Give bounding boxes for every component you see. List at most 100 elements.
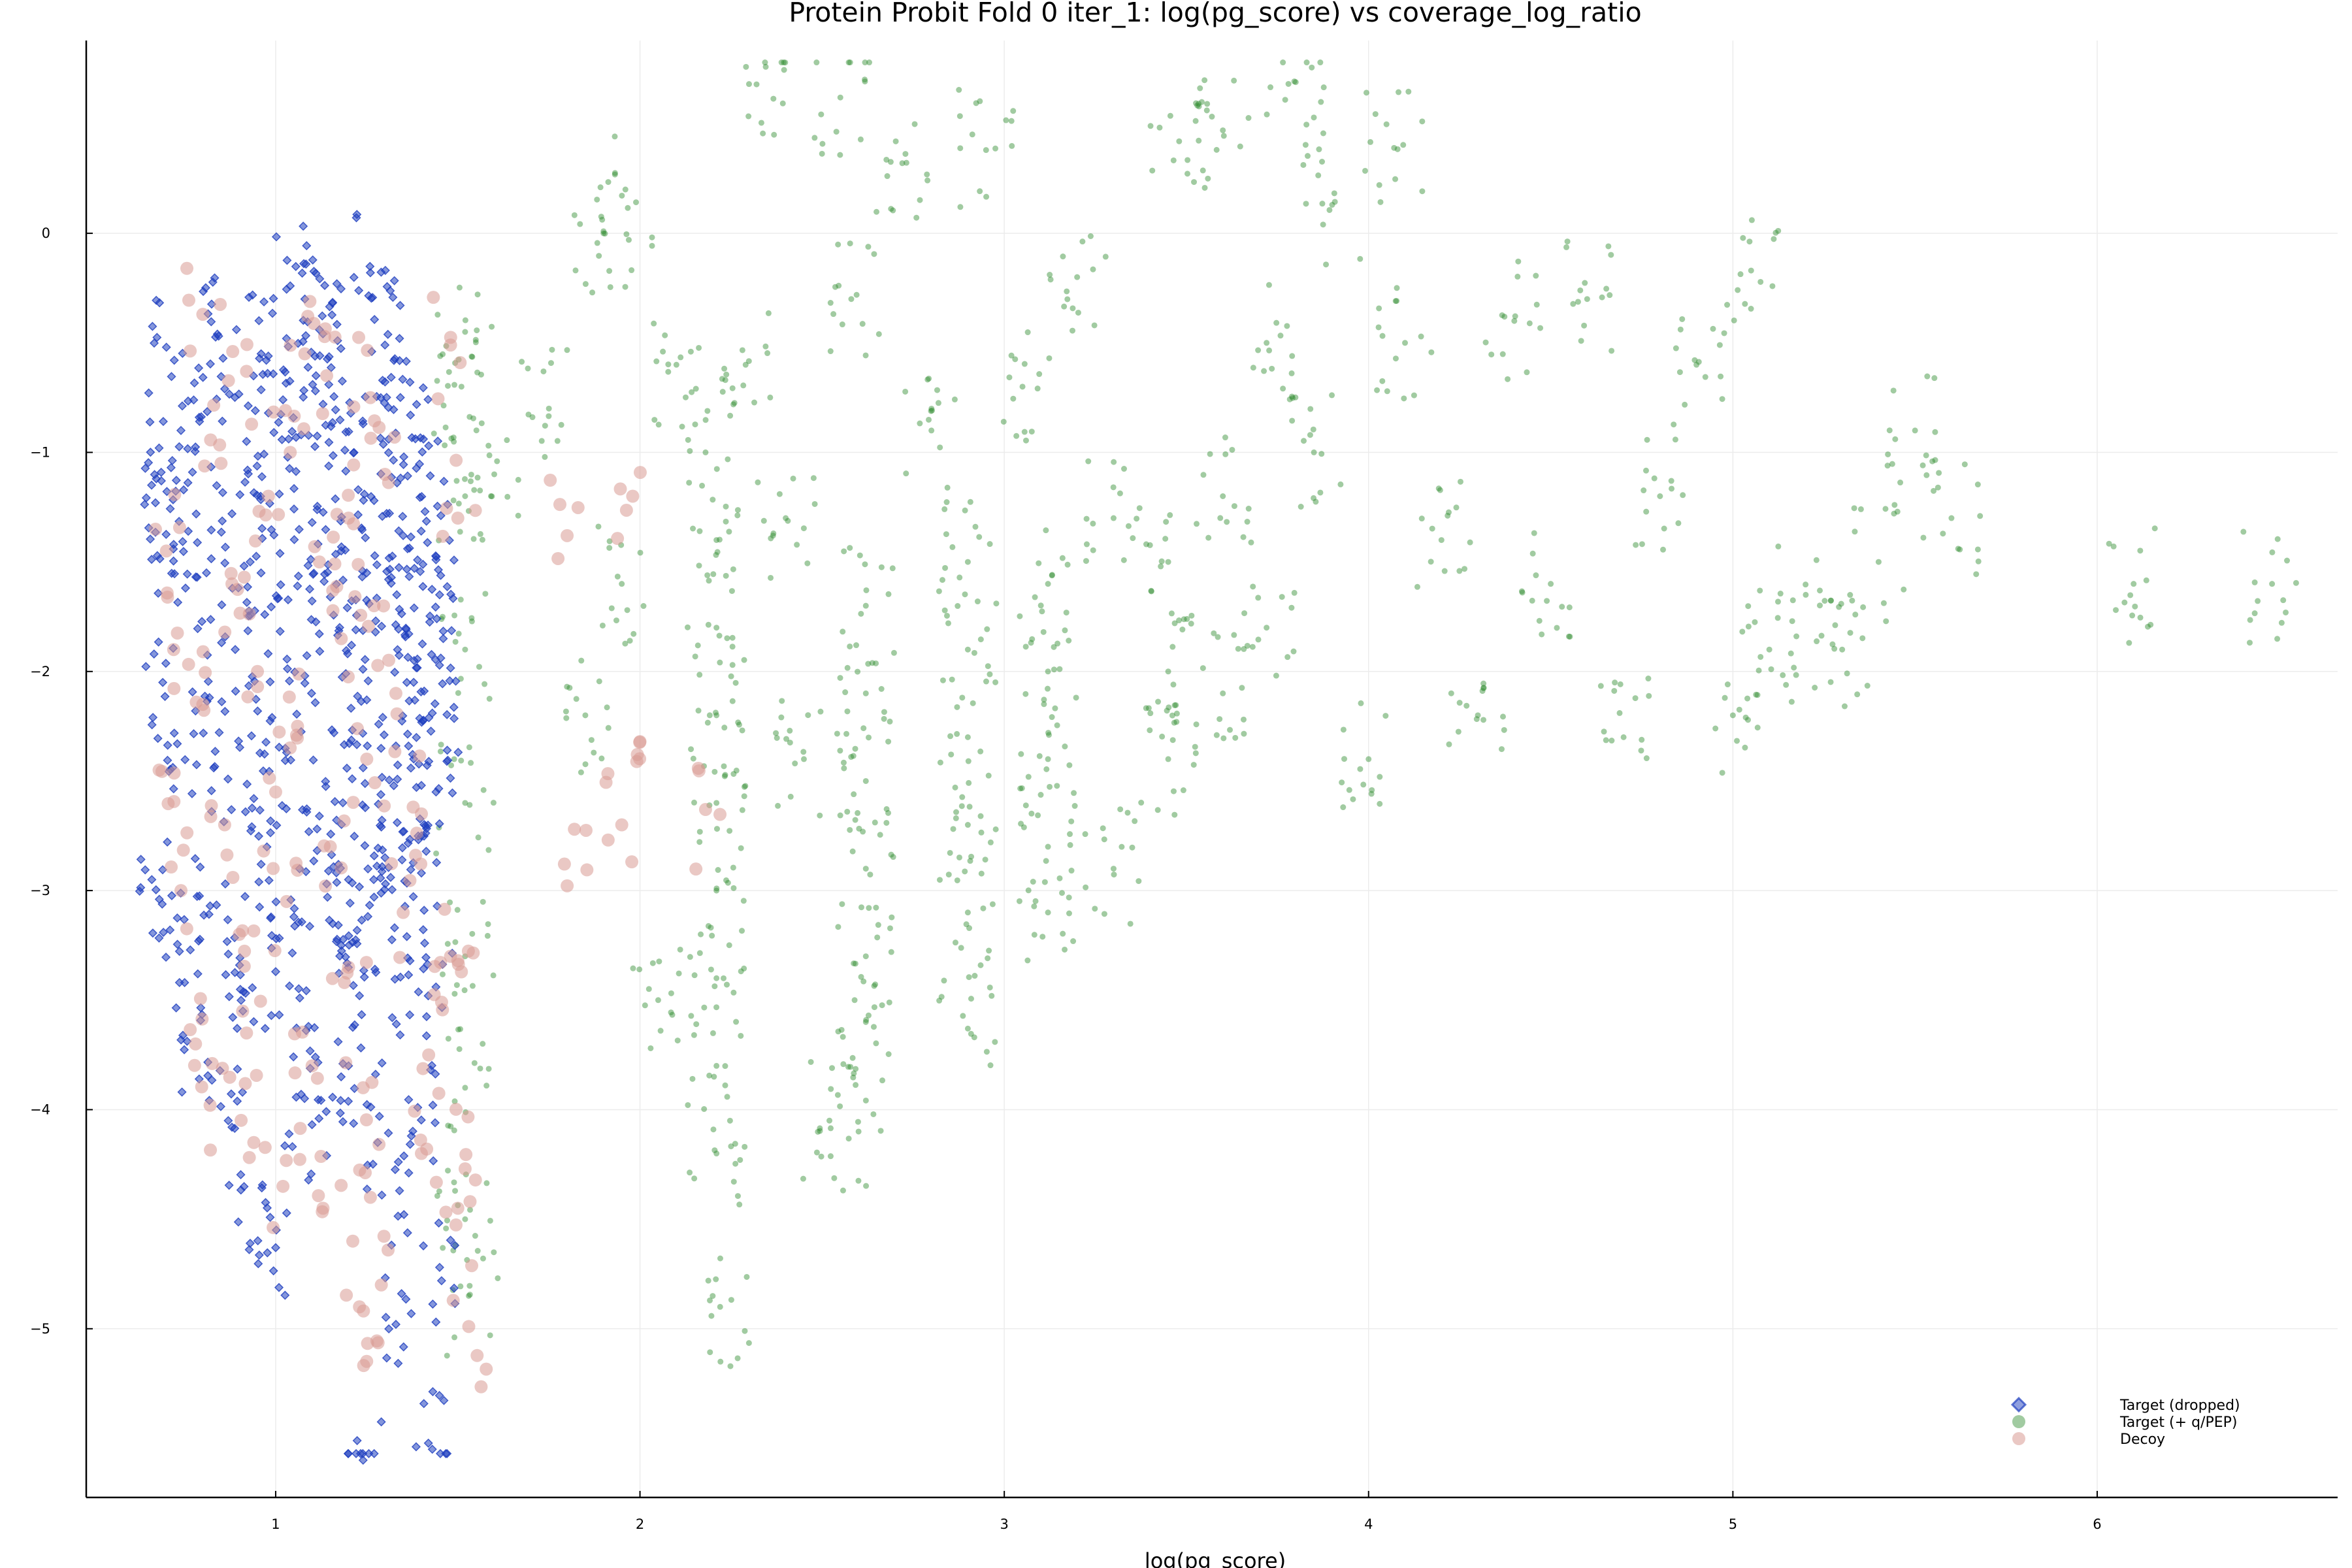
scatter-point-cloud — [236, 996, 246, 1005]
scatter-point-cloud — [580, 863, 594, 877]
scatter-point — [242, 436, 252, 446]
scatter-point-cloud — [1239, 685, 1245, 691]
scatter-point-cloud — [248, 534, 262, 548]
x-tick-label: 6 — [2093, 1516, 2101, 1532]
scatter-point-cloud — [417, 447, 427, 457]
scatter-point-cloud — [1771, 236, 1777, 242]
scatter-point-cloud — [1117, 490, 1123, 497]
scatter-point-cloud — [870, 1024, 877, 1030]
scatter-point-cloud — [256, 568, 266, 578]
scatter-point-cloud — [787, 727, 793, 734]
scatter-point-cloud — [608, 605, 615, 612]
scatter-point-cloud — [265, 1213, 275, 1222]
scatter-point-cloud — [327, 310, 337, 320]
scatter-point-cloud — [1244, 642, 1250, 649]
scatter-point-cloud — [866, 734, 872, 741]
scatter-point-cloud — [1563, 244, 1570, 250]
scatter-point-cloud — [206, 554, 216, 564]
data-points — [135, 59, 2299, 1465]
scatter-point — [296, 1089, 306, 1100]
scatter-point-cloud — [751, 399, 758, 406]
scatter-point-cloud — [449, 1283, 459, 1293]
scatter-point-cloud — [836, 282, 842, 289]
scatter-point-cloud — [1196, 101, 1202, 107]
scatter-point-cloud — [1847, 630, 1854, 636]
scatter-point-cloud — [862, 76, 868, 83]
scatter-point-cloud — [974, 598, 981, 605]
scatter-point-cloud — [184, 1023, 197, 1037]
scatter-point-cloud — [691, 1032, 697, 1038]
scatter-point-cloud — [348, 938, 357, 947]
scatter-point-cloud — [1566, 604, 1573, 611]
scatter-point-cloud — [1518, 588, 1525, 595]
scatter-point-cloud — [146, 448, 155, 457]
scatter-point-cloud — [701, 1106, 708, 1113]
scatter-point-cloud — [903, 159, 909, 166]
scatter-point-cloud — [1514, 273, 1521, 280]
scatter-point-cloud — [336, 284, 346, 294]
scatter-point-cloud — [1456, 700, 1463, 706]
scatter-point-cloud — [252, 504, 266, 518]
scatter-point-cloud — [163, 740, 172, 750]
scatter-point-cloud — [866, 59, 872, 66]
scatter-point-cloud — [331, 937, 342, 947]
scatter-point-cloud — [294, 984, 304, 994]
scatter-point — [1074, 274, 1081, 280]
scatter-point — [245, 1238, 255, 1249]
scatter-point-cloud — [1892, 436, 1899, 442]
scatter-point-cloud — [1110, 484, 1117, 491]
scatter-point-cloud — [151, 885, 161, 895]
scatter-point-cloud — [971, 1034, 977, 1041]
scatter-point-cloud — [710, 1126, 717, 1133]
scatter-point-cloud — [406, 864, 416, 875]
scatter-point — [150, 498, 161, 508]
scatter-point-cloud — [282, 804, 291, 814]
scatter-point-cloud — [233, 1096, 242, 1106]
scatter-point-cloud — [855, 1119, 861, 1125]
scatter-point-cloud — [1288, 393, 1295, 400]
scatter-point — [1220, 493, 1226, 500]
scatter-point-cloud — [390, 974, 400, 984]
scatter-point-cloud — [418, 559, 428, 569]
scatter-point-cloud — [599, 622, 606, 629]
scatter-point-cloud — [813, 59, 820, 66]
scatter-point-cloud — [309, 856, 319, 866]
scatter-point — [414, 1147, 428, 1160]
scatter-point-cloud — [468, 1173, 482, 1187]
scatter-point — [416, 868, 427, 878]
scatter-point-cloud — [436, 1003, 449, 1017]
scatter-point-cloud — [263, 368, 272, 378]
scatter-point-cloud — [851, 791, 857, 798]
scatter-point-cloud — [352, 740, 362, 749]
scatter-point-cloud — [376, 743, 386, 753]
scatter-point — [451, 512, 465, 525]
scatter-point-cloud — [1217, 515, 1224, 521]
scatter-point-cloud — [364, 291, 374, 301]
scatter-point-cloud — [706, 712, 713, 719]
scatter-point-cloud — [473, 427, 480, 434]
scatter-point-cloud — [881, 709, 887, 715]
scatter-point-cloud — [310, 442, 320, 451]
scatter-point-cloud — [1757, 587, 1763, 594]
scatter-point-cloud — [253, 831, 264, 841]
scatter-point-cloud — [859, 321, 866, 327]
scatter-point-cloud — [233, 1217, 243, 1227]
scatter-point-cloud — [924, 171, 930, 178]
scatter-point-cloud — [351, 557, 365, 571]
scatter-point-cloud — [161, 591, 174, 604]
scatter-point-cloud — [1041, 696, 1047, 703]
scatter-point-cloud — [1529, 597, 1535, 604]
scatter-point-cloud — [343, 649, 353, 659]
scatter-point-cloud — [2251, 579, 2258, 585]
scatter-point-cloud — [1017, 785, 1024, 792]
scatter-point-cloud — [1827, 597, 1834, 604]
scatter-point-cloud — [992, 145, 999, 152]
x-tick-label: 1 — [271, 1516, 280, 1532]
scatter-point-cloud — [358, 763, 368, 773]
scatter-point-cloud — [743, 1273, 750, 1280]
scatter-point — [362, 568, 372, 578]
scatter-point-cloud — [1529, 550, 1536, 557]
scatter-point-cloud — [349, 1119, 359, 1128]
scatter-point-cloud — [352, 1435, 362, 1446]
scatter-point-cloud — [432, 858, 442, 868]
